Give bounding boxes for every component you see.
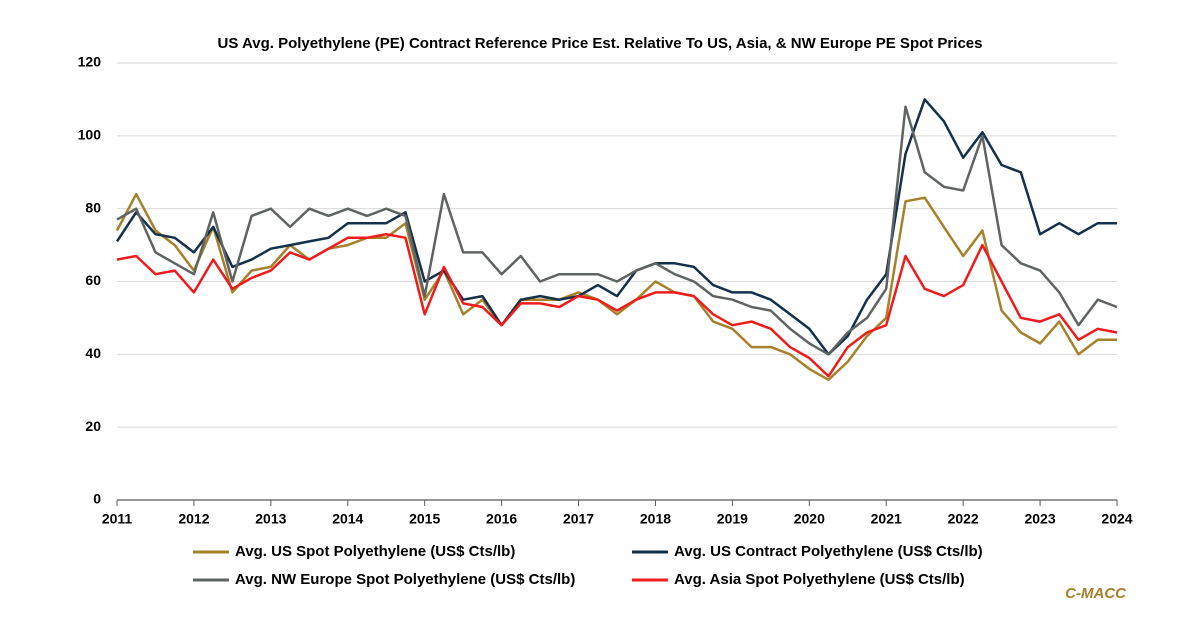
- x-tick-label: 2012: [178, 511, 209, 527]
- y-tick-label: 60: [85, 272, 101, 288]
- y-tick-label: 0: [93, 491, 101, 507]
- legend-label: Avg. US Contract Polyethylene (US$ Cts/l…: [674, 543, 983, 560]
- y-tick-label: 100: [78, 127, 102, 143]
- x-tick-label: 2020: [794, 511, 825, 527]
- series-line: [116, 105, 1118, 356]
- y-tick-label: 80: [85, 199, 101, 215]
- source: C-MACC: [1065, 585, 1127, 602]
- x-tick-label: 2019: [717, 511, 748, 527]
- legend-label: Avg. NW Europe Spot Polyethylene (US$ Ct…: [235, 571, 575, 588]
- x-tick-label: 2023: [1024, 511, 1055, 527]
- y-tick-label: 20: [85, 418, 101, 434]
- x-tick-label: 2014: [332, 511, 363, 527]
- x-tick-label: 2018: [640, 511, 671, 527]
- x-tick-label: 2013: [255, 511, 286, 527]
- series-line: [115, 192, 1117, 382]
- x-tick-label: 2022: [948, 511, 979, 527]
- y-tick-label: 40: [85, 345, 101, 361]
- x-tick-label: 2024: [1101, 511, 1132, 527]
- x-tick-label: 2021: [871, 511, 902, 527]
- legend-label: Avg. US Spot Polyethylene (US$ Cts/lb): [235, 543, 515, 560]
- series-line: [115, 98, 1117, 356]
- legend-label: Avg. Asia Spot Polyethylene (US$ Cts/lb): [674, 571, 965, 588]
- x-tick-label: 2016: [486, 511, 517, 527]
- x-tick-label: 2011: [102, 511, 133, 527]
- series-line: [116, 232, 1118, 378]
- chart-title: US Avg. Polyethylene (PE) Contract Refer…: [218, 35, 983, 52]
- y-tick-label: 120: [78, 54, 102, 70]
- x-tick-label: 2015: [409, 511, 440, 527]
- x-tick-label: 2017: [563, 511, 594, 527]
